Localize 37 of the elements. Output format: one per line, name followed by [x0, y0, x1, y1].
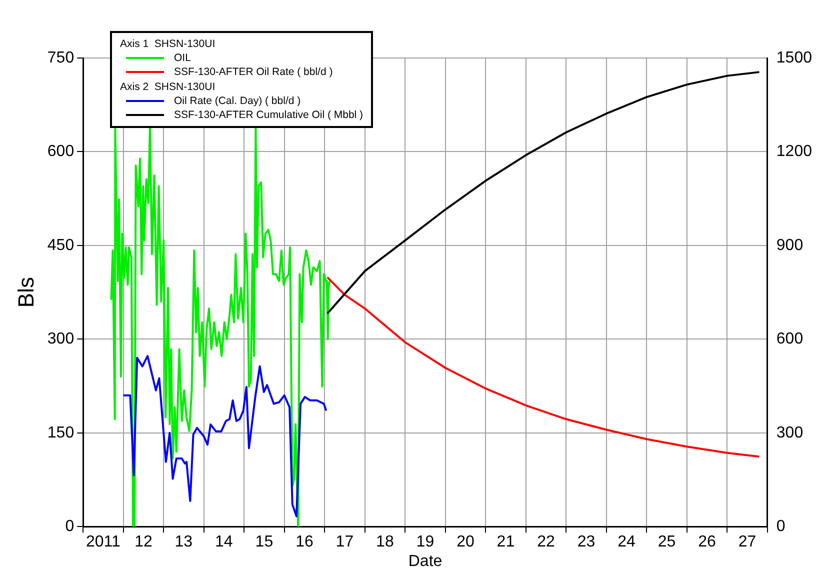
y2-tick-label: 300	[776, 424, 804, 442]
x-tick-label: 26	[698, 534, 716, 551]
x-tick-label: 12	[134, 534, 152, 551]
x-tick-label: 15	[255, 534, 274, 551]
legend-label: OIL	[174, 51, 191, 65]
y2-tick-label: 1200	[776, 143, 812, 160]
y2-tick-label: 1500	[776, 49, 812, 66]
x-tick-label: 2011	[86, 534, 120, 551]
y2-tick-label: 0	[776, 518, 786, 536]
y-tick-label: 300	[47, 330, 74, 348]
x-tick-label: 14	[215, 534, 233, 551]
y-axis-title: Bls	[13, 277, 38, 308]
annotation: Axis 2 SHSN-130UI	[120, 80, 216, 94]
x-tick-label: 16	[296, 534, 314, 551]
x-tick-label: 22	[537, 534, 555, 551]
y-tick-label: 150	[47, 424, 74, 442]
y-tick-label: 600	[47, 143, 74, 160]
x-tick-label: 18	[376, 534, 394, 551]
y-tick-label: 750	[47, 49, 74, 66]
legend-label: SSF-130-AFTER Cumulative Oil ( Mbbl )	[174, 108, 364, 122]
x-tick-label: 27	[738, 534, 756, 551]
x-tick-label: 13	[174, 534, 193, 551]
x-tick-label: 19	[416, 534, 434, 551]
y2-tick-label: 900	[776, 236, 804, 254]
x-tick-label: 17	[336, 534, 354, 551]
x-tick-label: 25	[658, 534, 676, 551]
y2-tick-label: 600	[776, 330, 804, 348]
legend-label: SSF-130-AFTER Oil Rate ( bbl/d )	[174, 65, 333, 79]
x-tick-label: 21	[496, 534, 515, 551]
y-tick-label: 0	[65, 518, 74, 536]
text: Axis 1 SHSN-130UI	[120, 37, 216, 51]
x-tick-label: 20	[456, 534, 475, 551]
y-tick-label: 450	[47, 236, 74, 254]
legend-label: Oil Rate (Cal. Day) ( bbl/d )	[174, 94, 301, 108]
x-tick-label: 24	[618, 534, 636, 551]
x-axis-title: Date	[408, 552, 442, 570]
x-tick-label: 23	[577, 534, 596, 551]
